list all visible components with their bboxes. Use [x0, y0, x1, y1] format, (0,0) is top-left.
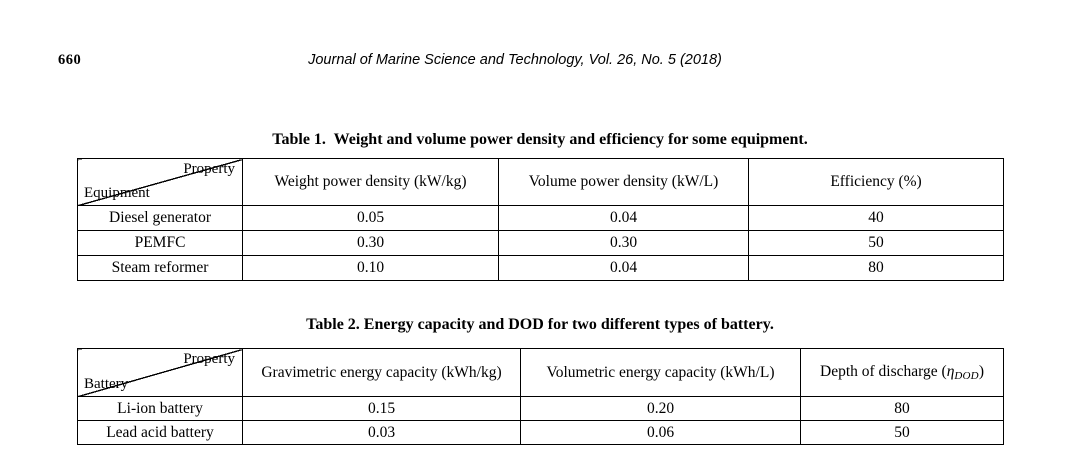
cell-value: 0.20	[520, 396, 801, 421]
table2-col-depth-of-discharge: Depth of discharge (ηDOD)	[800, 348, 1004, 397]
cell-value: 50	[748, 230, 1004, 256]
depth-of-discharge-prefix: Depth of discharge (	[820, 363, 947, 380]
table2-row-lead-acid-battery: Lead acid battery 0.03 0.06 50	[77, 420, 1004, 445]
row-label: PEMFC	[77, 230, 243, 256]
cell-value: 40	[748, 205, 1004, 231]
cell-value: 0.15	[242, 396, 521, 421]
eta-symbol: η	[946, 363, 955, 380]
cell-value: 80	[800, 396, 1004, 421]
table1-col-volume-power-density: Volume power density (kW/L)	[498, 158, 749, 206]
eta-subscript: DOD	[954, 370, 979, 382]
cell-value: 50	[800, 420, 1004, 445]
cell-value: 0.04	[498, 205, 749, 231]
journal-header: Journal of Marine Science and Technology…	[308, 52, 722, 68]
table2-header-row: Property Battery Gravimetric energy capa…	[77, 348, 1004, 397]
cell-value: 0.04	[498, 255, 749, 281]
cell-value: 0.03	[242, 420, 521, 445]
row-label: Lead acid battery	[77, 420, 243, 445]
depth-of-discharge-suffix: )	[978, 363, 984, 380]
table2-col-gravimetric-energy-capacity: Gravimetric energy capacity (kWh/kg)	[242, 348, 521, 397]
table1-col-efficiency: Efficiency (%)	[748, 158, 1004, 206]
table2: Property Battery Gravimetric energy capa…	[77, 348, 1004, 445]
table2-row-li-ion-battery: Li-ion battery 0.15 0.20 80	[77, 396, 1004, 421]
page-number: 660	[58, 52, 82, 68]
cell-value: 0.06	[520, 420, 801, 445]
cell-value: 80	[748, 255, 1004, 281]
cell-value: 0.05	[242, 205, 499, 231]
row-label: Li-ion battery	[77, 396, 243, 421]
cell-value: 0.10	[242, 255, 499, 281]
cell-value: 0.30	[242, 230, 499, 256]
table1-caption: Table 1. Weight and volume power density…	[272, 131, 808, 148]
table1-header-row: Property Equipment Weight power density …	[77, 158, 1004, 206]
table1-equipment-label: Equipment	[84, 185, 150, 201]
table1-row-diesel-generator: Diesel generator 0.05 0.04 40	[77, 205, 1004, 231]
table1-row-pemfc: PEMFC 0.30 0.30 50	[77, 230, 1004, 256]
cell-value: 0.30	[498, 230, 749, 256]
table2-battery-label: Battery	[84, 376, 129, 392]
row-label: Steam reformer	[77, 255, 243, 281]
row-label: Diesel generator	[77, 205, 243, 231]
table2-diagonal-header-cell: Property Battery	[77, 348, 243, 397]
table2-col-volumetric-energy-capacity: Volumetric energy capacity (kWh/L)	[520, 348, 801, 397]
table1-property-label: Property	[183, 161, 235, 177]
table1-diagonal-header-cell: Property Equipment	[77, 158, 243, 206]
table1-row-steam-reformer: Steam reformer 0.10 0.04 80	[77, 255, 1004, 281]
table1-col-weight-power-density: Weight power density (kW/kg)	[242, 158, 499, 206]
table1: Property Equipment Weight power density …	[77, 158, 1004, 281]
table2-property-label: Property	[183, 351, 235, 367]
table2-caption: Table 2. Energy capacity and DOD for two…	[306, 316, 774, 333]
